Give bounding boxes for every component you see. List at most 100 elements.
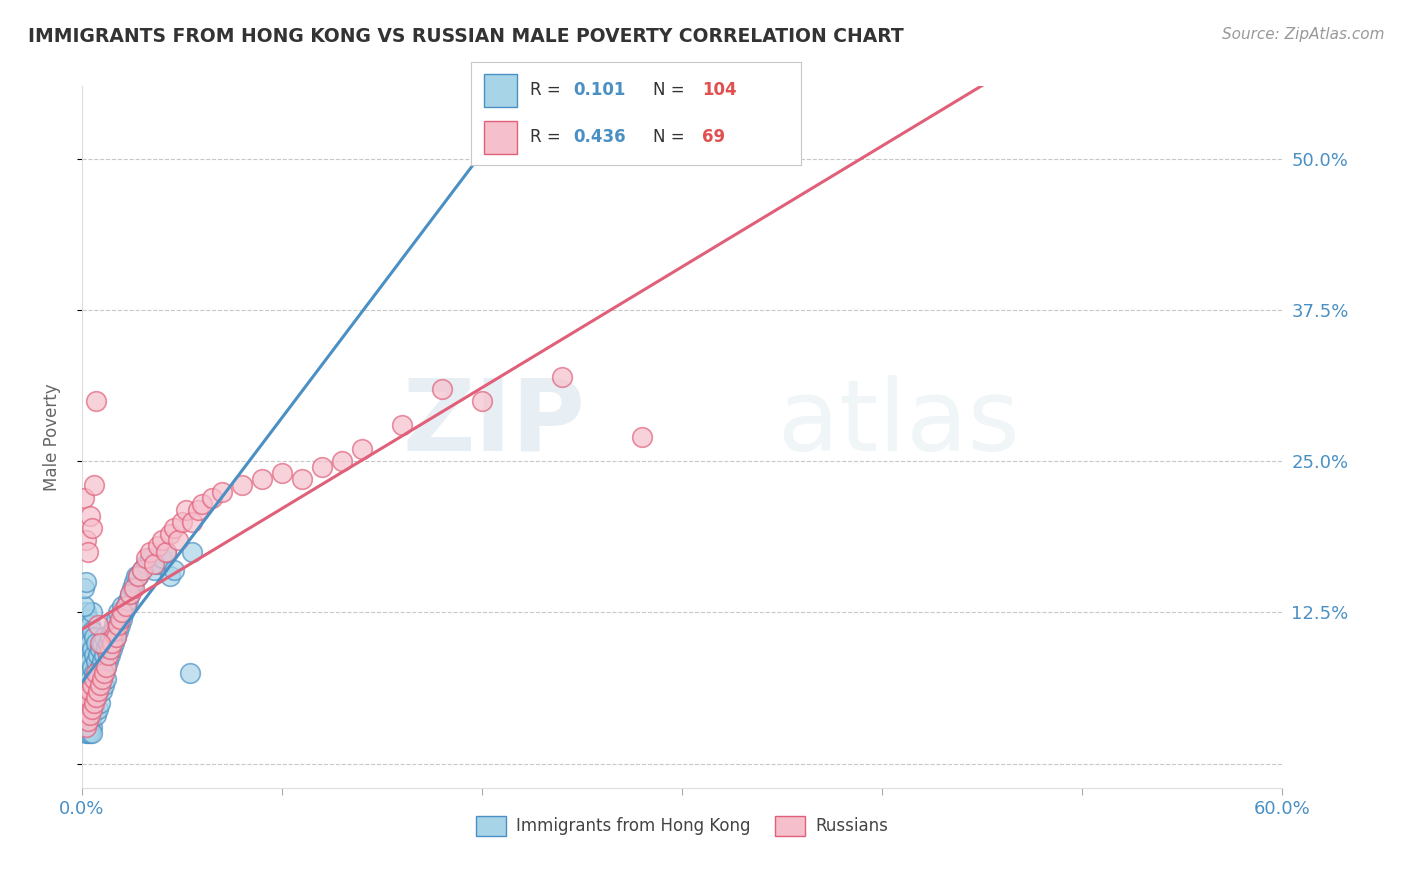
Immigrants from Hong Kong: [77, 726, 100, 740]
Immigrants from Hong Kong: [107, 624, 129, 638]
Russians: [108, 611, 131, 625]
Y-axis label: Male Poverty: Male Poverty: [44, 384, 60, 491]
Russians: [167, 533, 190, 547]
Russians: [80, 678, 103, 692]
Immigrants from Hong Kong: [89, 696, 111, 710]
Russians: [122, 582, 145, 596]
Immigrants from Hong Kong: [91, 636, 114, 650]
Russians: [84, 393, 107, 408]
Immigrants from Hong Kong: [181, 545, 204, 559]
Russians: [191, 497, 214, 511]
Russians: [118, 587, 141, 601]
Immigrants from Hong Kong: [75, 726, 97, 740]
Immigrants from Hong Kong: [75, 617, 97, 632]
Russians: [291, 472, 314, 486]
Immigrants from Hong Kong: [75, 714, 97, 729]
Immigrants from Hong Kong: [125, 569, 148, 583]
Immigrants from Hong Kong: [104, 611, 127, 625]
Russians: [79, 708, 101, 723]
Immigrants from Hong Kong: [131, 563, 153, 577]
Text: ZIP: ZIP: [404, 375, 586, 472]
Russians: [201, 491, 224, 505]
Immigrants from Hong Kong: [75, 708, 97, 723]
Immigrants from Hong Kong: [118, 587, 141, 601]
Immigrants from Hong Kong: [84, 708, 107, 723]
Russians: [73, 708, 96, 723]
Immigrants from Hong Kong: [77, 611, 100, 625]
Russians: [163, 521, 186, 535]
Text: N =: N =: [652, 128, 685, 146]
Russians: [84, 665, 107, 680]
Immigrants from Hong Kong: [80, 720, 103, 734]
Immigrants from Hong Kong: [87, 648, 110, 662]
Russians: [139, 545, 162, 559]
Bar: [484, 121, 517, 153]
Immigrants from Hong Kong: [80, 678, 103, 692]
Russians: [75, 696, 97, 710]
Immigrants from Hong Kong: [94, 641, 117, 656]
Text: R =: R =: [530, 81, 561, 99]
Russians: [311, 460, 333, 475]
Russians: [146, 539, 169, 553]
Russians: [87, 684, 110, 698]
Russians: [107, 617, 129, 632]
Immigrants from Hong Kong: [98, 630, 121, 644]
Immigrants from Hong Kong: [139, 551, 162, 566]
Immigrants from Hong Kong: [84, 690, 107, 705]
Immigrants from Hong Kong: [80, 660, 103, 674]
Russians: [83, 478, 105, 492]
Immigrants from Hong Kong: [93, 648, 115, 662]
Immigrants from Hong Kong: [103, 617, 125, 632]
Immigrants from Hong Kong: [83, 648, 105, 662]
Immigrants from Hong Kong: [93, 630, 115, 644]
Immigrants from Hong Kong: [75, 575, 97, 590]
Russians: [155, 545, 177, 559]
Immigrants from Hong Kong: [89, 641, 111, 656]
Russians: [97, 648, 120, 662]
Russians: [93, 665, 115, 680]
Immigrants from Hong Kong: [73, 582, 96, 596]
Immigrants from Hong Kong: [79, 714, 101, 729]
Immigrants from Hong Kong: [98, 648, 121, 662]
Russians: [79, 684, 101, 698]
Immigrants from Hong Kong: [142, 563, 165, 577]
Immigrants from Hong Kong: [117, 593, 139, 607]
Immigrants from Hong Kong: [84, 654, 107, 668]
Immigrants from Hong Kong: [104, 630, 127, 644]
Immigrants from Hong Kong: [83, 702, 105, 716]
Immigrants from Hong Kong: [77, 684, 100, 698]
Text: 0.436: 0.436: [574, 128, 626, 146]
Immigrants from Hong Kong: [87, 702, 110, 716]
Russians: [127, 569, 149, 583]
Immigrants from Hong Kong: [111, 611, 134, 625]
Immigrants from Hong Kong: [77, 665, 100, 680]
Immigrants from Hong Kong: [87, 684, 110, 698]
Immigrants from Hong Kong: [112, 606, 135, 620]
Immigrants from Hong Kong: [73, 641, 96, 656]
Immigrants from Hong Kong: [77, 720, 100, 734]
Immigrants from Hong Kong: [103, 636, 125, 650]
Immigrants from Hong Kong: [77, 630, 100, 644]
Immigrants from Hong Kong: [77, 708, 100, 723]
Russians: [391, 417, 413, 432]
Immigrants from Hong Kong: [75, 636, 97, 650]
Russians: [89, 678, 111, 692]
Russians: [77, 545, 100, 559]
Immigrants from Hong Kong: [87, 665, 110, 680]
Russians: [80, 521, 103, 535]
Immigrants from Hong Kong: [94, 660, 117, 674]
Immigrants from Hong Kong: [73, 599, 96, 614]
Immigrants from Hong Kong: [155, 545, 177, 559]
Immigrants from Hong Kong: [79, 720, 101, 734]
Immigrants from Hong Kong: [89, 678, 111, 692]
Russians: [91, 672, 114, 686]
Immigrants from Hong Kong: [84, 636, 107, 650]
Russians: [84, 690, 107, 705]
Immigrants from Hong Kong: [73, 684, 96, 698]
Russians: [150, 533, 173, 547]
Russians: [142, 557, 165, 571]
Immigrants from Hong Kong: [179, 665, 201, 680]
Immigrants from Hong Kong: [101, 624, 124, 638]
Russians: [174, 502, 197, 516]
Immigrants from Hong Kong: [75, 672, 97, 686]
